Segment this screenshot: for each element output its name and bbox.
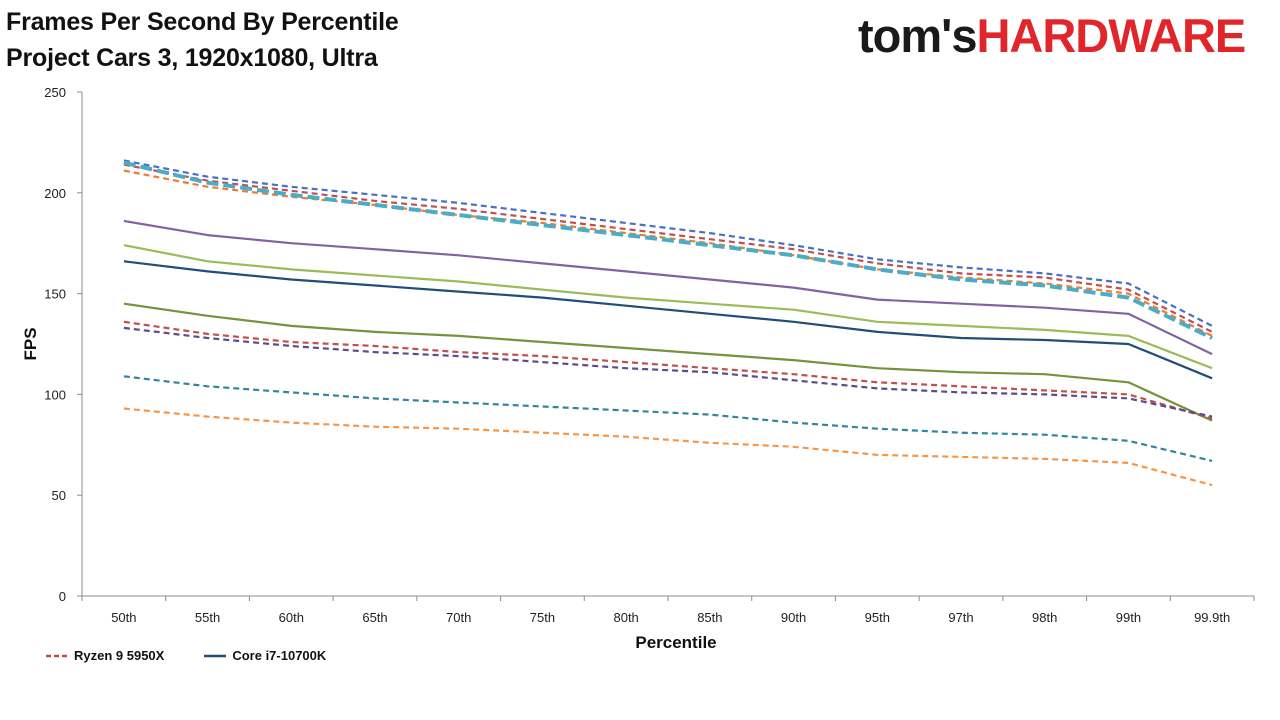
legend-item: Core i7-10700K bbox=[204, 648, 326, 663]
y-tick-label: 100 bbox=[44, 387, 66, 402]
legend-swatch bbox=[204, 654, 227, 657]
x-tick-label: 90th bbox=[781, 610, 806, 625]
series-line-3 bbox=[123, 163, 1213, 333]
x-tick-label: 80th bbox=[613, 610, 638, 625]
y-tick-label: 200 bbox=[44, 186, 66, 201]
x-tick-label: 95th bbox=[865, 610, 890, 625]
series-line-10 bbox=[123, 326, 1213, 418]
series-line-11 bbox=[123, 375, 1213, 462]
series-line-4 bbox=[123, 160, 1213, 340]
y-tick-label: 0 bbox=[59, 589, 66, 604]
chart-labels-layer: 0 50 100 150 200 250 50th 55th 60th 65th 70th 75th 8… bbox=[21, 85, 1230, 652]
series-line-1 bbox=[123, 159, 1213, 327]
brand-logo-part2: HARDWARE bbox=[976, 9, 1246, 62]
x-tick-label: 50th bbox=[111, 610, 136, 625]
x-tick-label: 70th bbox=[446, 610, 471, 625]
x-tick-label: 60th bbox=[279, 610, 304, 625]
y-tick-label: 50 bbox=[52, 488, 66, 503]
chart-axes bbox=[77, 91, 1255, 601]
x-tick-label: 97th bbox=[948, 610, 973, 625]
series-line-8 bbox=[123, 302, 1213, 422]
series-line-12 bbox=[123, 407, 1213, 487]
x-tick-label: 75th bbox=[530, 610, 555, 625]
x-tick-label: 99.9th bbox=[1194, 610, 1230, 625]
brand-logo: tom's HARDWARE bbox=[858, 8, 1246, 68]
legend-label: Ryzen 9 5950X bbox=[74, 648, 165, 663]
legend-item: Ryzen 9 5950X bbox=[46, 648, 164, 663]
chart-title: Frames Per Second By Percentile bbox=[6, 8, 399, 36]
chart-subtitle: Project Cars 3, 1920x1080, Ultra bbox=[6, 44, 378, 72]
x-tick-label: 55th bbox=[195, 610, 220, 625]
series-line-2 bbox=[123, 169, 1213, 337]
chart-title-block: Frames Per Second By Percentile Project … bbox=[6, 4, 399, 76]
x-tick-label: 98th bbox=[1032, 610, 1057, 625]
chart-series-layer bbox=[123, 159, 1213, 487]
brand-logo-part1: tom's bbox=[858, 9, 977, 62]
series-line-6 bbox=[123, 244, 1213, 370]
series-line-9 bbox=[123, 320, 1213, 420]
y-tick-label: 250 bbox=[44, 85, 66, 100]
x-axis-title: Percentile bbox=[635, 633, 716, 652]
x-tick-label: 85th bbox=[697, 610, 722, 625]
x-tick-label: 99th bbox=[1116, 610, 1141, 625]
series-line-7 bbox=[123, 260, 1213, 380]
series-line-5 bbox=[123, 219, 1213, 356]
x-tick-label: 65th bbox=[362, 610, 387, 625]
chart-legend: Ryzen 9 5950X Core i7-10700K bbox=[46, 648, 366, 663]
y-tick-label: 150 bbox=[44, 287, 66, 302]
y-axis-title: FPS bbox=[21, 327, 40, 360]
legend-label: Core i7-10700K bbox=[232, 648, 327, 663]
legend-swatch bbox=[46, 654, 68, 657]
